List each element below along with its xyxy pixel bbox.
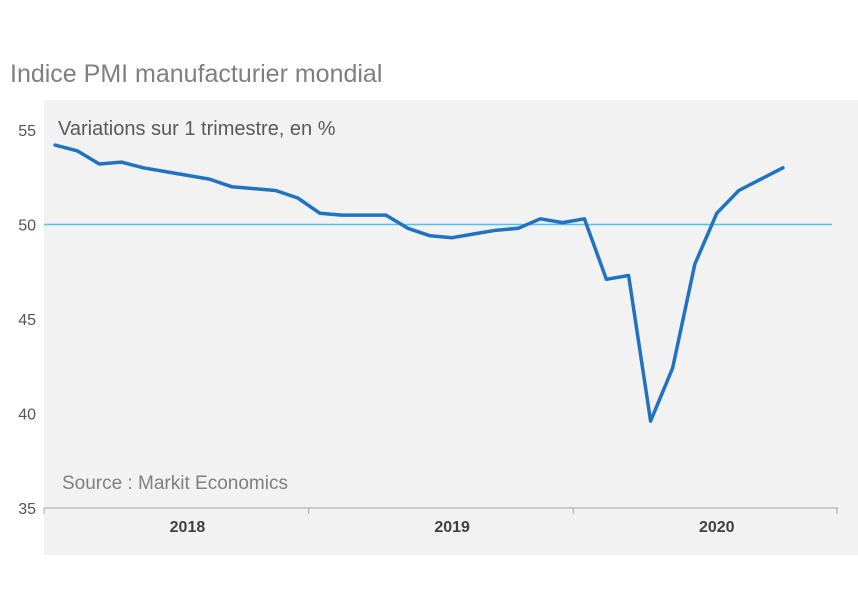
x-tick-label: 2020 <box>699 519 735 536</box>
x-tick-label: 2018 <box>170 519 206 536</box>
data-point <box>649 419 653 423</box>
data-point <box>494 228 498 232</box>
data-point <box>141 166 145 170</box>
data-point <box>428 234 432 238</box>
data-point <box>516 226 520 230</box>
data-point <box>693 262 697 266</box>
data-point <box>207 177 211 181</box>
source-note: Source : Markit Economics <box>62 473 288 494</box>
data-point <box>472 232 476 236</box>
data-point <box>252 187 256 191</box>
data-point <box>97 162 101 166</box>
y-tick-label: 45 <box>18 312 36 329</box>
chart-subtitle: Variations sur 1 trimestre, en % <box>58 118 336 140</box>
data-point <box>340 213 344 217</box>
data-point <box>274 188 278 192</box>
y-tick-label: 35 <box>18 501 36 518</box>
data-point <box>406 226 410 230</box>
data-point <box>538 217 542 221</box>
data-point <box>318 211 322 215</box>
y-tick-label: 50 <box>18 218 36 235</box>
y-tick-label: 40 <box>18 407 36 424</box>
data-point <box>560 221 564 225</box>
data-point <box>450 236 454 240</box>
data-point <box>781 166 785 170</box>
data-point <box>53 143 57 147</box>
data-point <box>604 277 608 281</box>
data-point <box>627 274 631 278</box>
y-tick-label: 55 <box>18 123 36 140</box>
data-point <box>671 366 675 370</box>
data-point <box>230 185 234 189</box>
data-point <box>384 213 388 217</box>
data-point <box>582 217 586 221</box>
chart-title: Indice PMI manufacturier mondial <box>10 60 383 88</box>
data-point <box>75 149 79 153</box>
data-point <box>737 188 741 192</box>
data-point <box>163 170 167 174</box>
data-point <box>759 177 763 181</box>
data-point <box>362 213 366 217</box>
x-tick-label: 2019 <box>434 519 470 536</box>
data-point <box>185 173 189 177</box>
data-point <box>715 211 719 215</box>
data-point <box>119 160 123 164</box>
series-line <box>53 143 785 423</box>
data-point <box>296 196 300 200</box>
